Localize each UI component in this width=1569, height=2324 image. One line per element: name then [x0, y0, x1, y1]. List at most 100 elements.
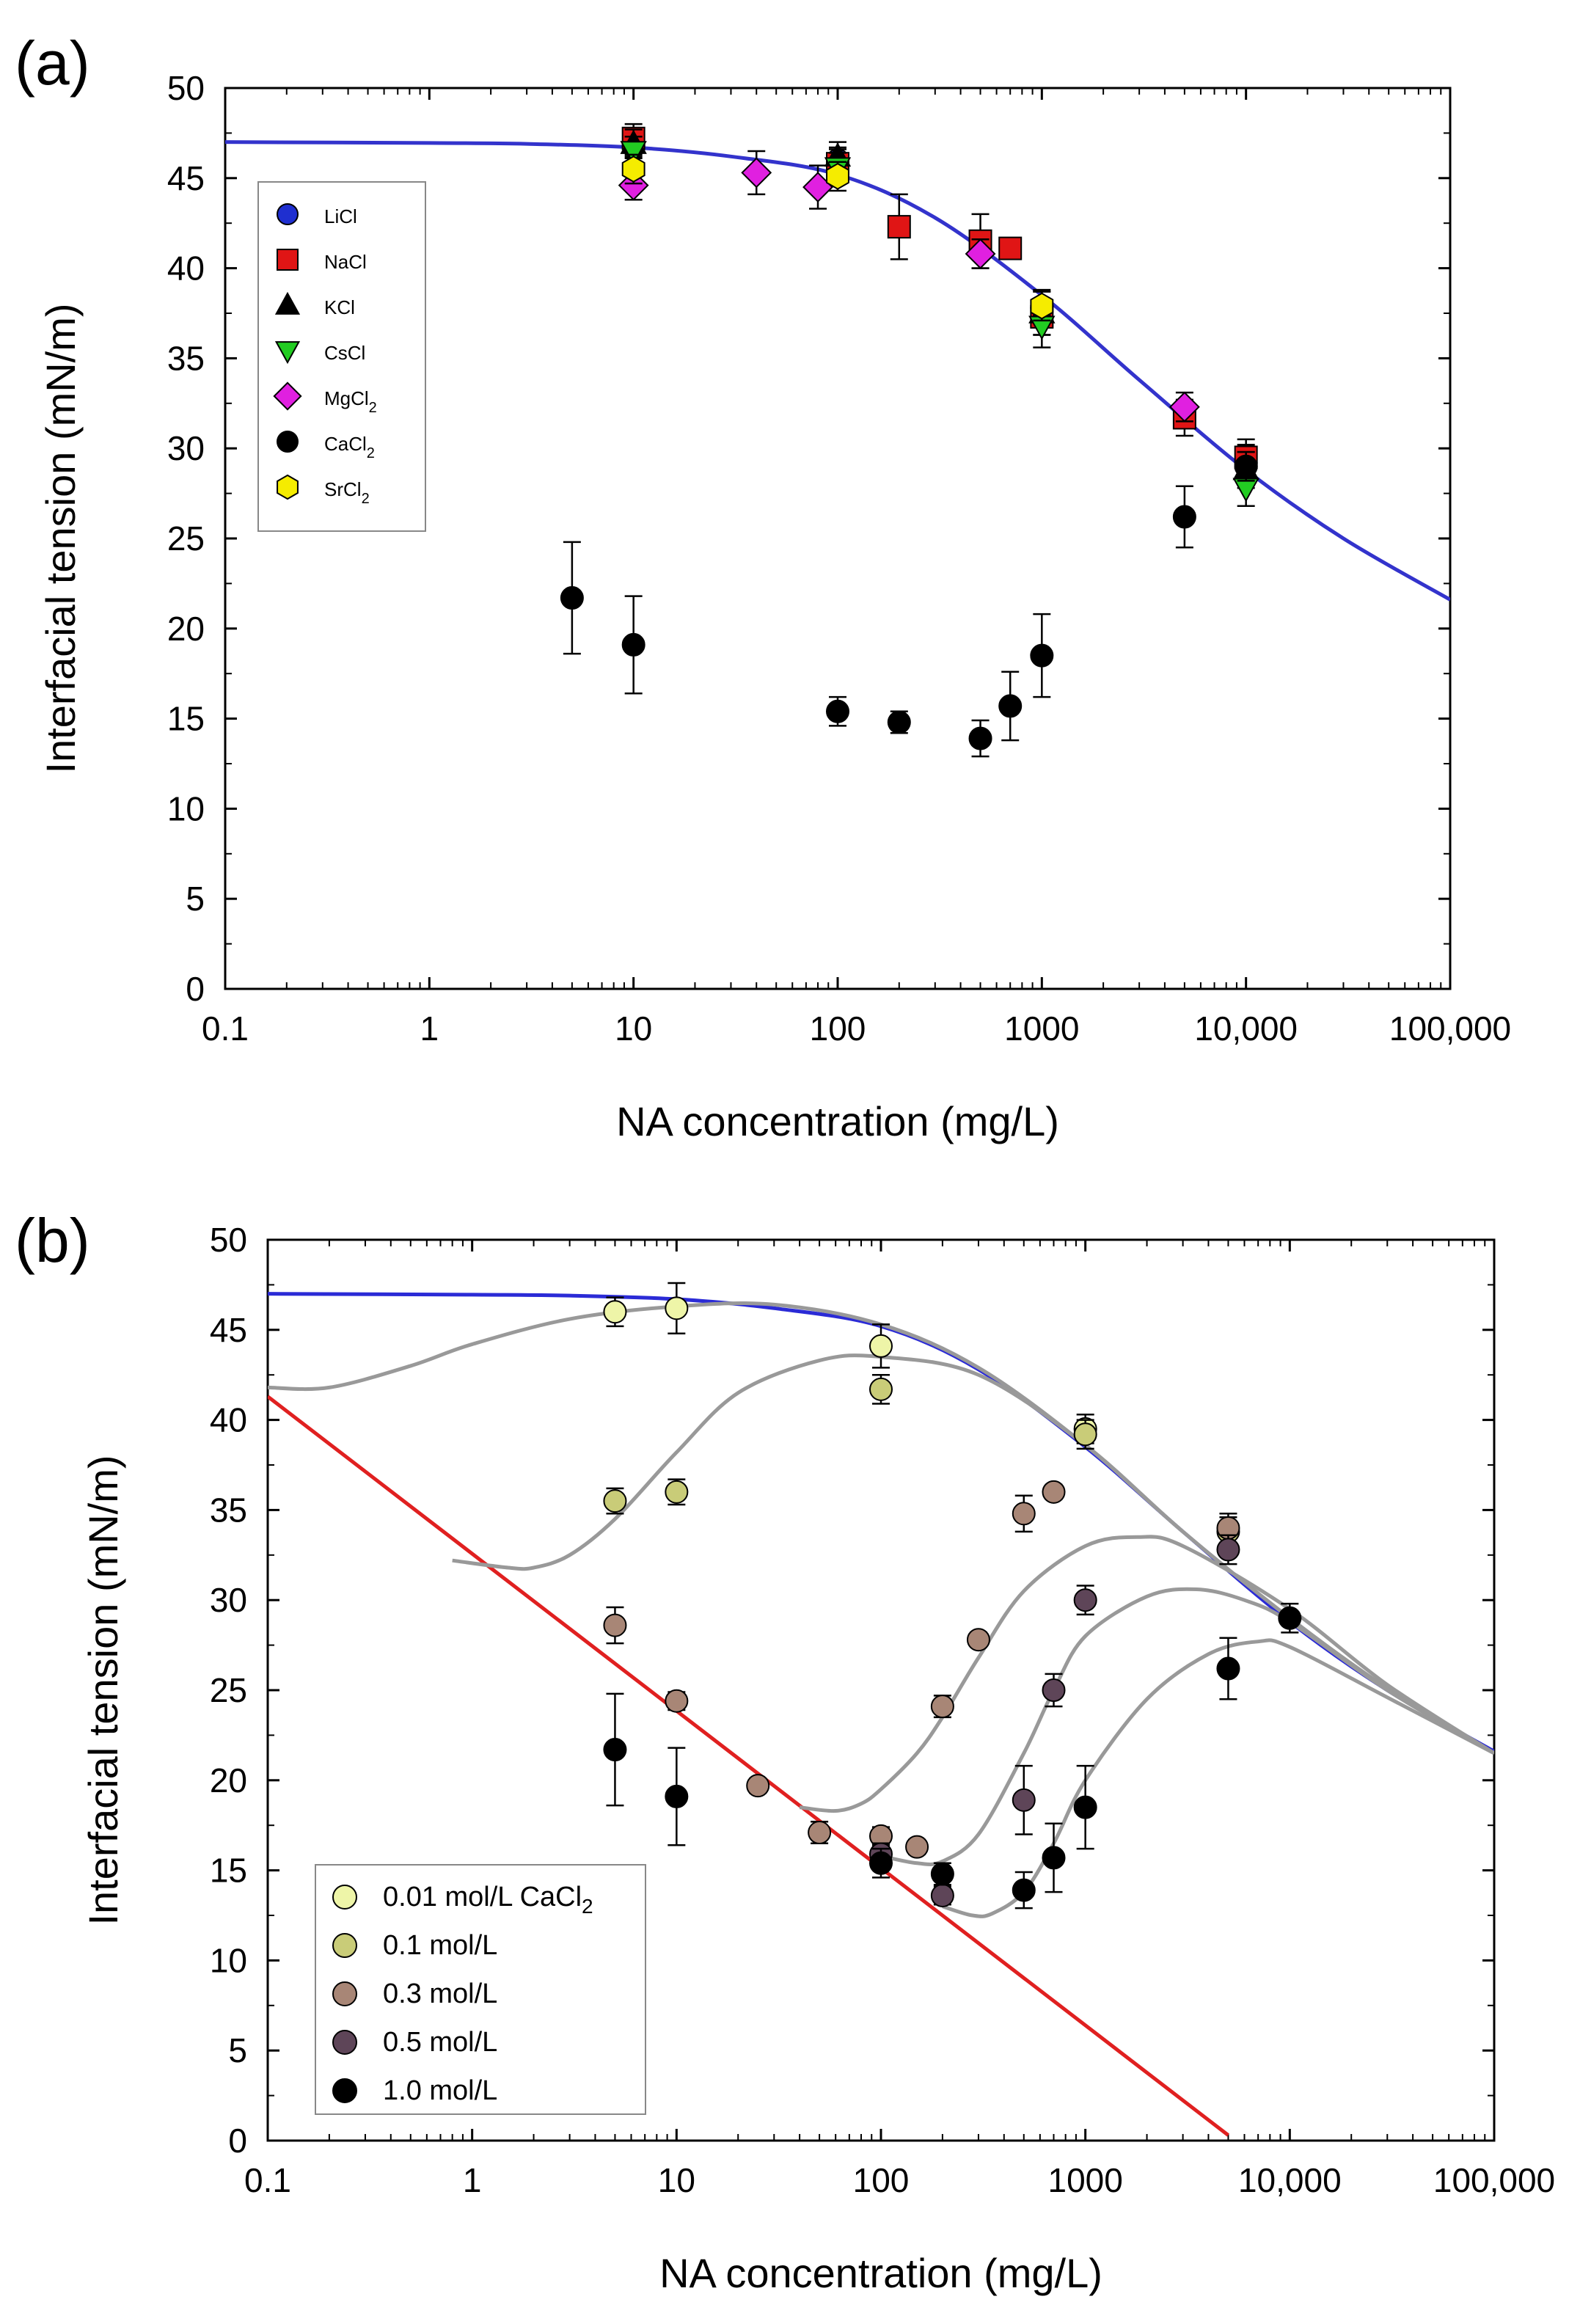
y-tick-label: 35	[210, 1491, 247, 1529]
data-point	[621, 632, 645, 657]
x-tick-label: 100,000	[1389, 1009, 1511, 1048]
legend-label: CsCl	[324, 342, 365, 364]
legend: 0.01 mol/L CaCl2 0.1 mol/L 0.3 mol/L 0.5 mo…	[315, 1864, 646, 2115]
data-point	[869, 1334, 893, 1358]
legend-label: KCl	[324, 296, 355, 318]
data-point	[869, 1377, 893, 1401]
data-point	[930, 1862, 954, 1886]
series-group	[618, 150, 1200, 423]
data-point	[826, 162, 849, 190]
legend-label-text: LiCl	[324, 205, 357, 227]
legend-label: NaCl	[324, 251, 367, 273]
y-tick-label: 10	[167, 789, 205, 827]
data-point	[621, 156, 645, 183]
x-tick-label: 100	[853, 2161, 910, 2199]
y-tick-label: 45	[167, 159, 205, 197]
data-point	[808, 1821, 832, 1845]
data-point	[1012, 1788, 1036, 1812]
y-tick-label: 30	[167, 429, 205, 467]
y-tick-label: 10	[210, 1941, 247, 1979]
data-point	[869, 1851, 893, 1875]
panel-label: (b)	[15, 1206, 90, 1275]
legend-label-text: MgCl	[324, 387, 369, 409]
legend-label-text: 0.5 mol/L	[383, 2027, 497, 2058]
legend-label: SrCl2	[324, 478, 370, 507]
legend-label: 0.1 mol/L	[383, 1930, 497, 1961]
data-point	[1216, 1538, 1240, 1562]
y-tick-label: 0	[186, 970, 205, 1008]
series-group	[621, 153, 1054, 322]
y-tick-label: 20	[167, 610, 205, 648]
y-tick-label: 40	[210, 1401, 247, 1439]
data-point	[905, 1835, 929, 1859]
legend-marker	[277, 431, 299, 453]
y-tick-label: 0	[228, 2122, 247, 2160]
data-point	[603, 1300, 627, 1324]
data-point	[1168, 391, 1200, 423]
legend-marker	[277, 249, 299, 271]
legend-marker	[332, 2078, 357, 2103]
data-point	[560, 586, 584, 610]
legend-label-text: CsCl	[324, 342, 365, 364]
data-point	[1234, 454, 1258, 478]
data-point	[665, 1296, 689, 1320]
data-point	[1042, 1480, 1066, 1504]
legend-label: MgCl2	[324, 387, 377, 416]
y-tick-label: 5	[186, 880, 205, 918]
data-point	[930, 1695, 954, 1719]
data-point	[1073, 1422, 1097, 1447]
data-point	[603, 1489, 627, 1513]
x-tick-label: 10	[615, 1009, 652, 1048]
legend-label: 0.5 mol/L	[383, 2027, 497, 2058]
data-point	[998, 236, 1023, 260]
x-axis-title: NA concentration (mg/L)	[616, 1098, 1059, 1144]
fit-curve	[268, 1301, 1494, 1755]
x-tick-label: 0.1	[202, 1009, 249, 1048]
series-group	[603, 1480, 1240, 1859]
y-tick-label: 15	[167, 700, 205, 738]
y-tick-label: 50	[167, 69, 205, 107]
legend-label: LiCl	[324, 205, 357, 227]
data-point	[887, 215, 911, 239]
data-point	[665, 1689, 689, 1713]
data-point	[1030, 643, 1054, 668]
legend-label: CaCl2	[324, 433, 375, 461]
y-axis-title: Interfacial tension (mN/m)	[80, 1455, 126, 1925]
data-point	[741, 157, 772, 189]
chart-panel-b: (b) 0 5 10 15 20 25 30 35 40 45 50 0.1 1 10 100 1000 10,0…	[15, 1206, 1555, 2296]
fit-curve	[880, 1587, 1494, 1866]
fit-curve	[942, 1638, 1494, 1918]
series-group	[621, 134, 1258, 482]
legend-label-text: 1.0 mol/L	[383, 2075, 497, 2106]
legend-marker	[273, 381, 302, 411]
data-point	[1042, 1846, 1066, 1870]
x-tick-label: 1	[420, 1009, 439, 1048]
data-point	[603, 1613, 627, 1637]
y-tick-label: 25	[167, 519, 205, 558]
x-tick-label: 10,000	[1238, 2161, 1342, 2199]
data-point	[620, 141, 647, 166]
data-point	[665, 1480, 689, 1504]
data-point	[1030, 292, 1054, 320]
x-tick-label: 10,000	[1194, 1009, 1298, 1048]
legend-label-subscript: 2	[582, 1895, 593, 1918]
data-point	[1012, 1502, 1036, 1526]
y-tick-label: 5	[228, 2031, 247, 2069]
y-tick-label: 25	[210, 1671, 247, 1709]
data-point	[746, 1774, 770, 1798]
data-point	[1042, 1678, 1066, 1702]
chart-panel-a: (a) 0 5 10 15 20 25 30 35 40 45 50 0.1 1 10 100 1000 10,0…	[15, 29, 1511, 1144]
y-tick-label: 35	[167, 339, 205, 377]
data-point	[1232, 478, 1259, 503]
x-tick-label: 0.1	[244, 2161, 291, 2199]
legend-label-text: NaCl	[324, 251, 367, 273]
y-tick-label: 20	[210, 1761, 247, 1799]
legend-label-text: 0.3 mol/L	[383, 1978, 497, 2009]
x-tick-label: 1000	[1047, 2161, 1122, 2199]
data-point	[1073, 1795, 1097, 1819]
y-tick-label: 45	[210, 1311, 247, 1349]
legend-label-subscript: 2	[367, 445, 375, 461]
x-tick-label: 10	[658, 2161, 695, 2199]
